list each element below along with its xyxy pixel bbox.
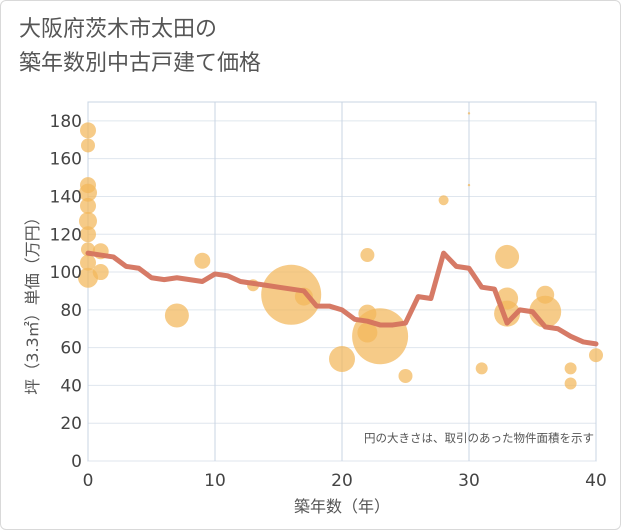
bubble-18 [360, 248, 375, 263]
bubble-26 [475, 362, 488, 375]
bubble-3 [79, 183, 97, 202]
y-tick-label-0: 0 [71, 452, 82, 472]
bubble-11 [92, 264, 109, 281]
bubble-12 [164, 303, 189, 328]
y-tick-label-6: 120 [50, 225, 82, 245]
x-tick-label-2: 20 [331, 471, 353, 491]
x-axis-label: 築年数（年） [294, 497, 390, 516]
bubble-25 [467, 183, 471, 187]
chart-title-line-2: 築年数別中古戸建て価格 [19, 51, 262, 76]
bubble-15 [261, 264, 322, 325]
x-tick-label-4: 40 [585, 471, 607, 491]
bubble-6 [80, 226, 96, 243]
bubble-32 [564, 362, 577, 375]
trend-line-path [85, 250, 599, 347]
y-tick-label-5: 100 [50, 263, 82, 283]
bubble-8 [80, 254, 96, 271]
y-tick-label-9: 180 [50, 112, 82, 132]
bubble-0 [80, 122, 96, 139]
y-tick-label-7: 140 [50, 187, 82, 207]
y-tick-label-4: 80 [60, 301, 82, 321]
bubble-33 [564, 377, 577, 390]
tick-labels: 0 20 40 60 80 100 120 140 160 180 0 10 20 30 40 [50, 112, 607, 491]
bubble-27 [495, 244, 520, 269]
chart-title: 大阪府茨木市太田の 築年数別中古戸建て価格 [19, 13, 261, 81]
size-annotation: 円の大きさは、取引のあった物件面積を示す [364, 431, 594, 445]
grid [87, 101, 597, 462]
bubble-23 [438, 195, 449, 206]
chart-title-line-1: 大阪府茨木市太田の [19, 17, 218, 42]
bubble-17 [329, 345, 355, 372]
bubble-13 [194, 252, 211, 269]
bubble-24 [467, 112, 471, 115]
y-tick-label-3: 60 [60, 339, 82, 359]
x-tick-label-3: 30 [458, 471, 480, 491]
x-tick-label-1: 10 [204, 471, 226, 491]
bubble-21 [352, 308, 409, 365]
y-tick-label-8: 160 [50, 150, 82, 170]
bubble-22 [398, 368, 413, 383]
bubble-1 [81, 138, 95, 153]
bubble-5 [79, 212, 97, 231]
y-axis-label: 坪（3.3㎡）単価（万円） [23, 209, 42, 394]
bubble-4 [80, 197, 96, 214]
bubble-34 [589, 348, 603, 363]
x-tick-label-0: 0 [83, 471, 94, 491]
trend-line [85, 250, 599, 347]
y-tick-label-2: 40 [60, 376, 82, 396]
y-tick-label-1: 20 [60, 414, 82, 434]
